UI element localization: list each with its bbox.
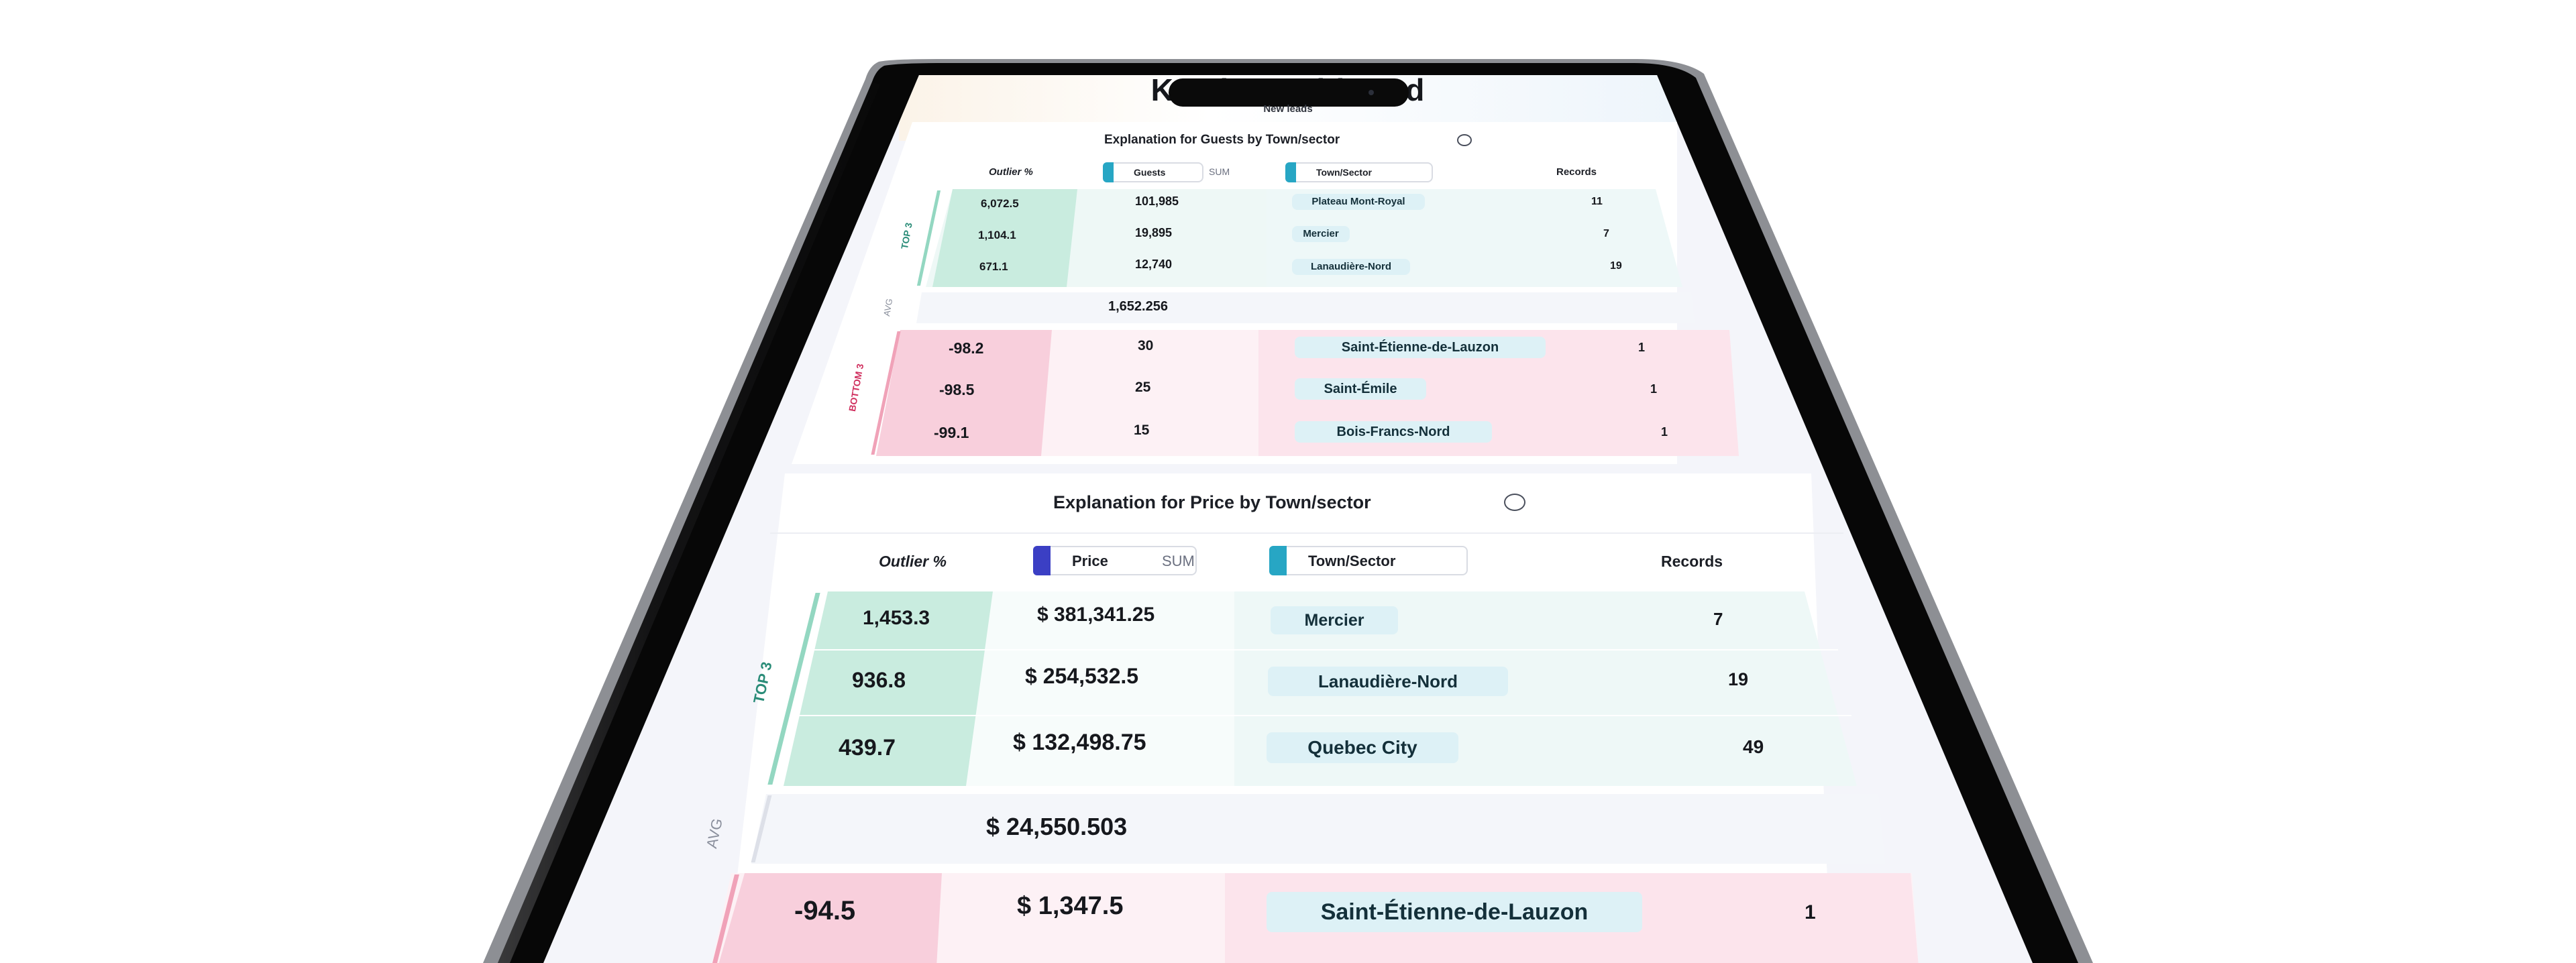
price-top-records-1: 7	[1713, 609, 1723, 629]
price-bottom-value-1: $ 1,347.5	[1017, 892, 1124, 920]
guests-top-town-2[interactable]: Mercier	[1292, 226, 1350, 242]
price-avg-value: $ 24,550.503	[986, 813, 1128, 840]
guests-measure-chip[interactable]: Guests	[1103, 162, 1203, 182]
guests-top-records-2: 7	[1603, 228, 1609, 239]
row-divider	[805, 649, 1838, 650]
guests-top-records-1: 11	[1591, 196, 1603, 207]
guests-bottom-value-1: 30	[1138, 338, 1154, 353]
dimension-label: Town/Sector	[1316, 167, 1372, 178]
guests-bottom-outlier-2: -98.5	[939, 381, 975, 398]
guests-bottom-records-2: 1	[1650, 382, 1658, 396]
price-bottom-outlier-cells	[718, 873, 942, 963]
guests-bottom-town-3[interactable]: Bois-Francs-Nord	[1295, 421, 1492, 443]
price-top-value-2: $ 254,532.5	[1025, 664, 1139, 688]
records-header: Records	[1556, 166, 1597, 178]
guests-bottom-outlier-3: -99.1	[934, 424, 969, 441]
price-top-town-3[interactable]: Quebec City	[1267, 732, 1458, 763]
price-top-values-column	[963, 591, 1234, 786]
guests-top-value-1: 101,985	[1135, 194, 1179, 208]
guests-bottom-town-1[interactable]: Saint-Étienne-de-Lauzon	[1295, 337, 1546, 358]
price-bottom-outlier-1: -94.5	[794, 896, 856, 925]
price-card-title: Explanation for Price by Town/sector	[1053, 492, 1371, 512]
guests-top-outlier-3: 671.1	[979, 260, 1008, 273]
comment-icon[interactable]	[1457, 134, 1472, 146]
guests-bottom-town-2[interactable]: Saint-Émile	[1295, 378, 1426, 400]
price-top-records-3: 49	[1743, 736, 1764, 757]
price-top-outlier-2: 936.8	[852, 668, 906, 692]
guests-top-town-3[interactable]: Lanaudière-Nord	[1292, 259, 1410, 275]
guests-top-outlier-2: 1,104.1	[978, 229, 1016, 241]
measure-color-tab	[1033, 546, 1051, 575]
guests-top-value-3: 12,740	[1135, 258, 1173, 271]
measure-label: Guests	[1134, 167, 1166, 178]
comment-icon[interactable]	[1504, 494, 1525, 511]
price-top-records-2: 19	[1728, 669, 1749, 689]
price-avg-band	[751, 794, 1885, 864]
price-top-town-2[interactable]: Lanaudière-Nord	[1268, 667, 1508, 696]
price-top-value-1: $ 381,341.25	[1037, 604, 1155, 626]
dynamic-island	[1169, 78, 1409, 107]
guests-avg-band	[916, 292, 1695, 323]
price-measure-chip[interactable]: Price	[1033, 546, 1197, 575]
measure-aggregation: SUM	[1162, 553, 1195, 569]
guests-bottom-outlier-1: -98.2	[949, 339, 984, 357]
measure-color-tab	[1103, 162, 1114, 182]
guests-avg-value: 1,652.256	[1108, 299, 1168, 314]
dimension-color-tab	[1285, 162, 1296, 182]
price-dimension-chip[interactable]: Town/Sector	[1269, 546, 1468, 575]
guests-top-records-3: 19	[1610, 260, 1622, 272]
guests-bottom-value-2: 25	[1135, 380, 1151, 395]
guests-card-title: Explanation for Guests by Town/sector	[1104, 133, 1340, 147]
guests-bottom-records-1: 1	[1638, 341, 1646, 354]
measure-aggregation: SUM	[1209, 166, 1230, 177]
guests-bottom-records-3: 1	[1661, 425, 1668, 439]
guests-top-value-2: 19,895	[1135, 226, 1173, 239]
price-bottom-town-1[interactable]: Saint-Étienne-de-Lauzon	[1267, 892, 1642, 932]
outlier-header: Outlier %	[879, 553, 947, 570]
outlier-header: Outlier %	[989, 166, 1033, 178]
guests-top-outlier-cells	[932, 189, 1077, 287]
guests-top-town-1[interactable]: Plateau Mont-Royal	[1292, 194, 1425, 210]
price-top-outlier-3: 439.7	[839, 735, 896, 760]
price-header-divider	[770, 532, 1843, 534]
guests-bottom-outlier-cells	[876, 330, 1052, 456]
page-subtitle: New leads	[1263, 103, 1313, 115]
guests-top-outlier-1: 6,072.5	[981, 197, 1019, 210]
dimension-label: Town/Sector	[1308, 553, 1396, 569]
guests-dimension-chip[interactable]: Town/Sector	[1285, 162, 1433, 182]
measure-label: Price	[1072, 553, 1108, 569]
dimension-color-tab	[1269, 546, 1287, 575]
price-bottom-records-1: 1	[1805, 901, 1816, 923]
price-top-town-1[interactable]: Mercier	[1271, 606, 1398, 634]
records-header: Records	[1661, 553, 1723, 570]
camera-icon	[1368, 90, 1374, 95]
price-top-outlier-1: 1,453.3	[863, 607, 930, 629]
row-divider	[792, 715, 1851, 716]
avg-label: AVG	[703, 817, 726, 850]
price-top-value-3: $ 132,498.75	[1013, 730, 1146, 755]
guests-bottom-value-3: 15	[1134, 422, 1150, 438]
